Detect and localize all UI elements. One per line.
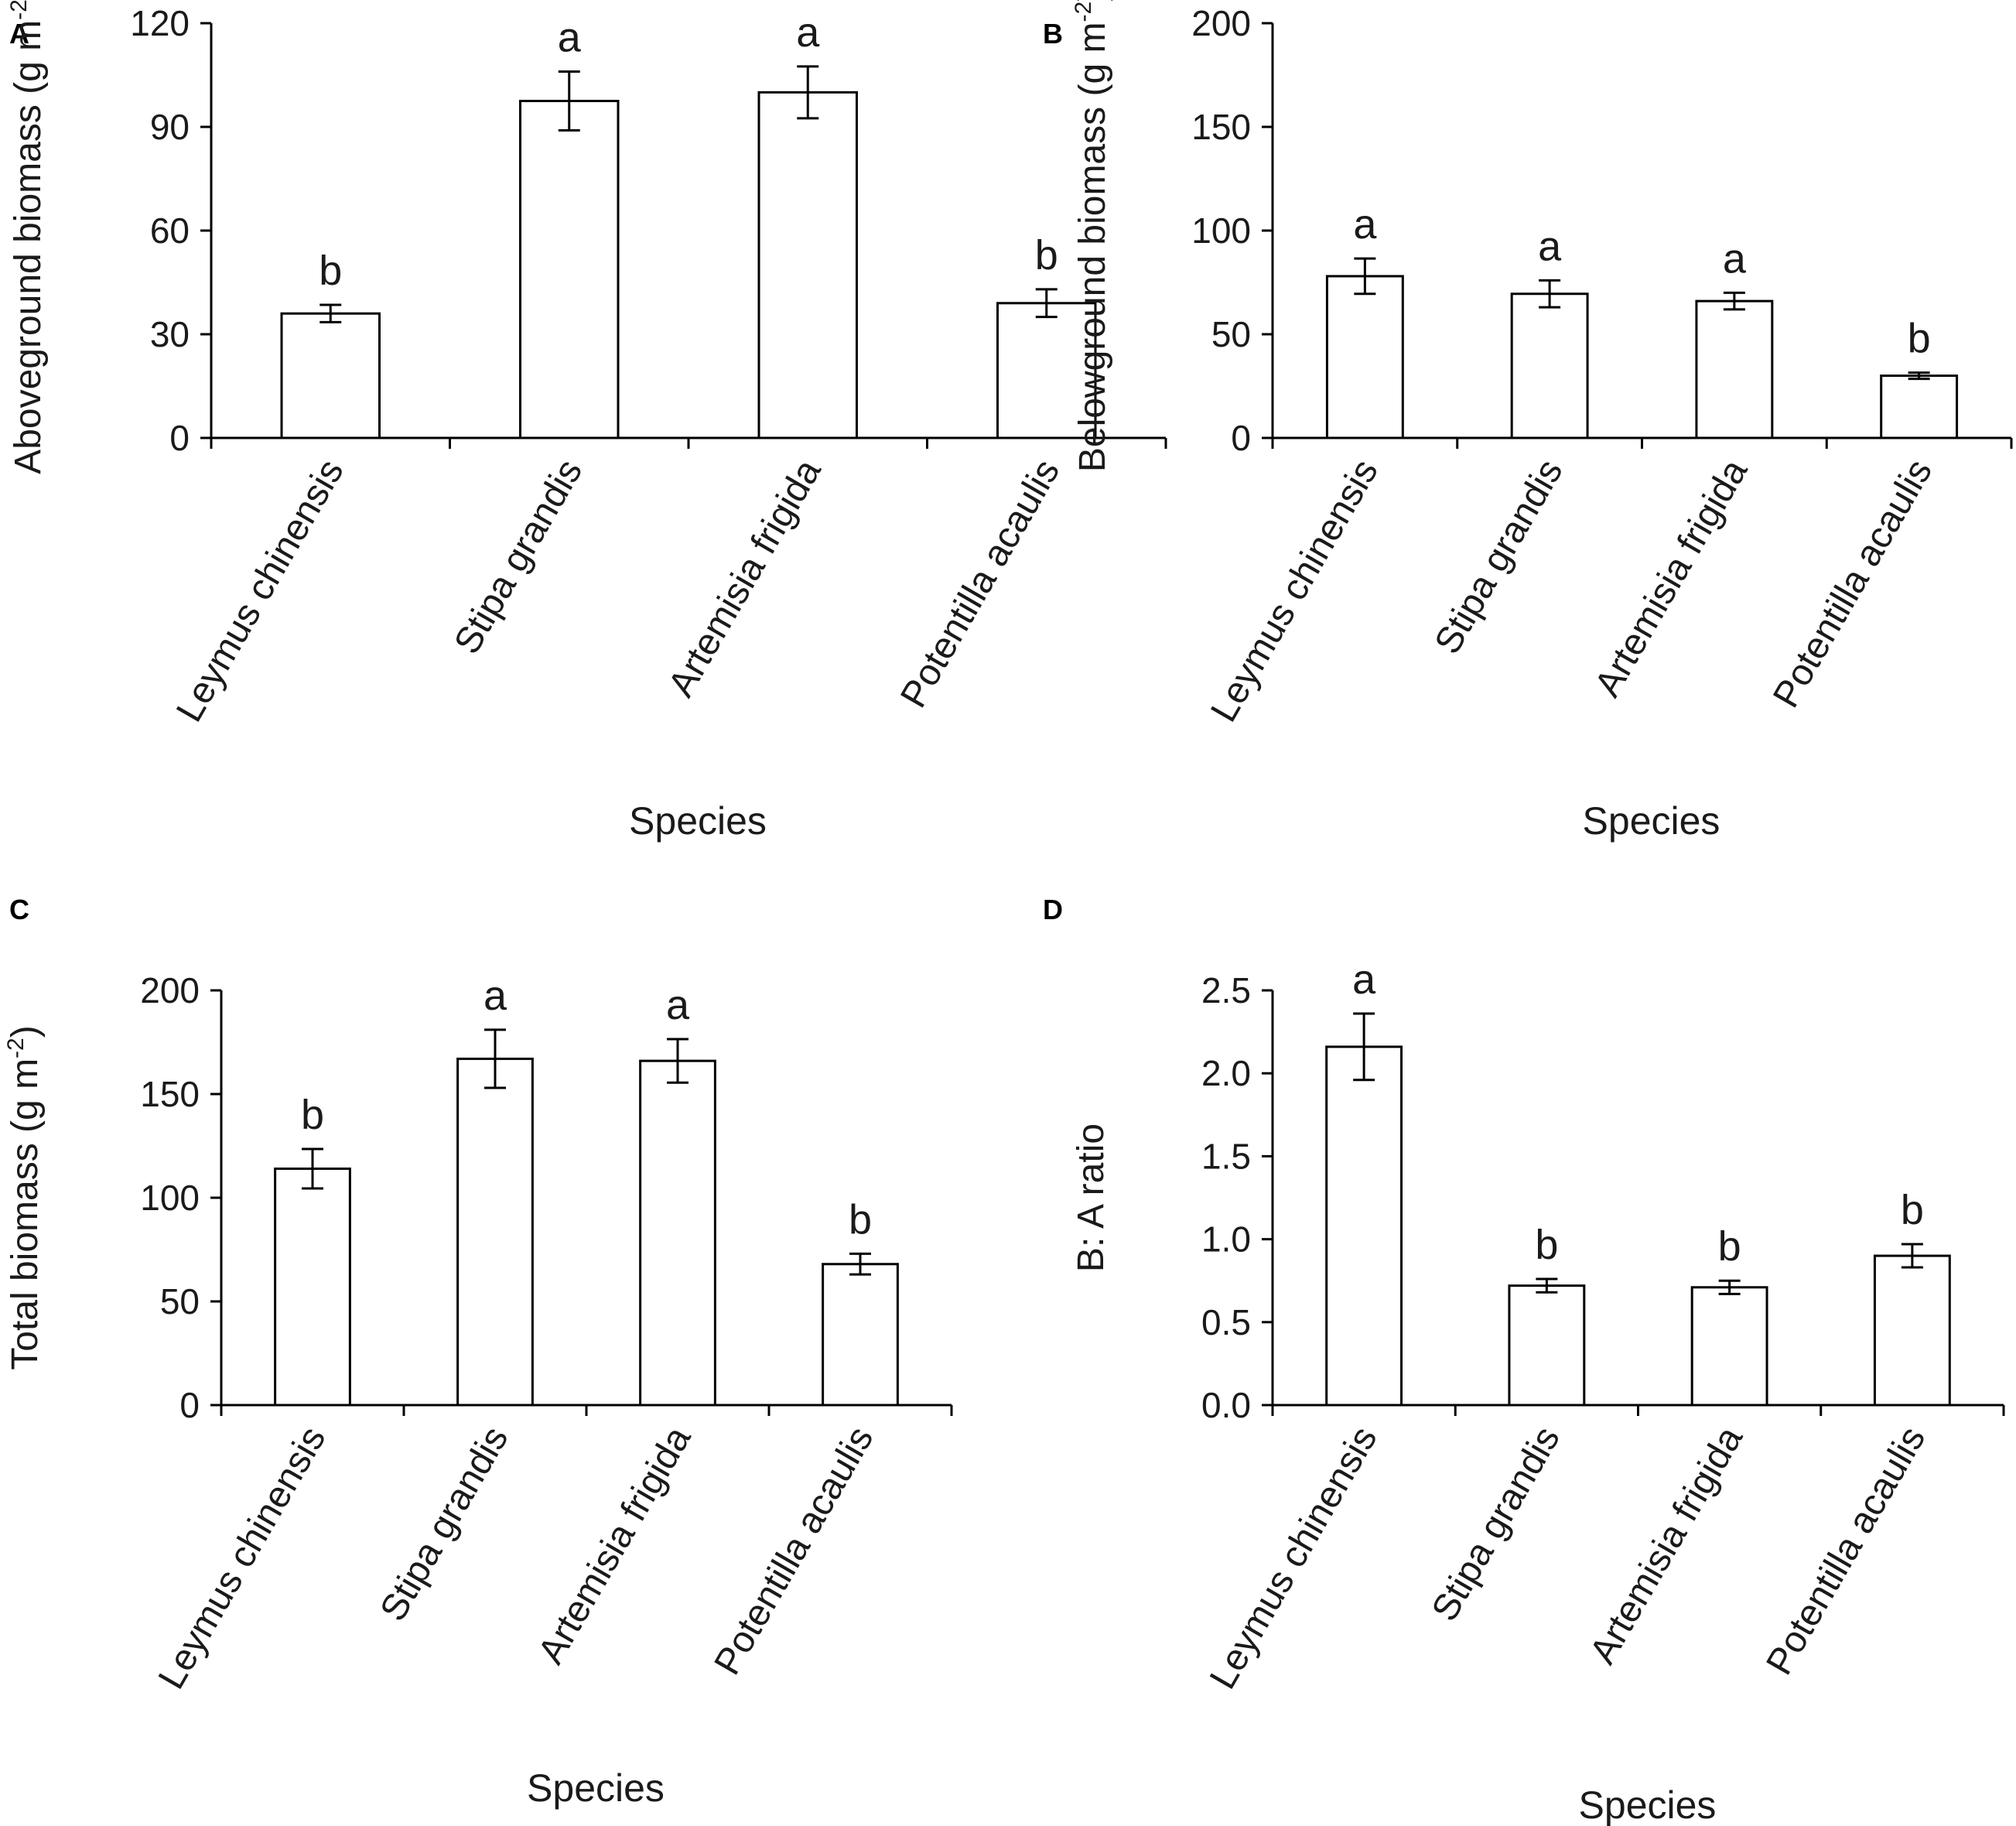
y-tick-label: 1.0 [1201, 1219, 1251, 1260]
chart-panel-b: B 0 50 100 150 200 a Leymus chinensis a Stipa gra… [1043, 0, 2013, 843]
x-tick-label: Potentilla acaulis [1765, 453, 1940, 714]
y-tick-label: 2.5 [1201, 970, 1251, 1010]
x-tick-label: Leymus chinensis [1202, 1420, 1386, 1696]
bar [1510, 292, 1589, 439]
bar [1325, 275, 1404, 439]
chart-panel-d: D 0.0 0.5 1.0 1.5 2.0 2.5 a Leymus chinensis b Sti… [1043, 894, 2005, 1826]
bar [280, 312, 381, 439]
y-tick-label: 0.5 [1201, 1302, 1251, 1342]
y-tick-label: 200 [1191, 3, 1251, 43]
x-tick-label: Potentilla acaulis [707, 1420, 882, 1681]
bar [1880, 374, 1959, 439]
x-axis-title: Species [527, 1766, 665, 1810]
y-tick-label: 0 [169, 418, 190, 458]
x-tick-label: Stipa grandis [1427, 453, 1571, 661]
significance-letter: a [1352, 956, 1376, 1003]
significance-letter: a [796, 9, 820, 56]
x-tick-label: Artemisia frigida [1587, 453, 1755, 704]
x-axis-title: Species [629, 799, 767, 843]
x-tick-label: Potentilla acaulis [1758, 1420, 1933, 1681]
panel-letter: C [9, 894, 29, 925]
x-tick-label: Stipa grandis [446, 453, 590, 661]
bar [1508, 1284, 1586, 1407]
x-tick-label: Artemisia frigida [1582, 1420, 1751, 1671]
significance-letter: b [319, 248, 342, 294]
y-tick-label: 50 [160, 1281, 200, 1322]
bar [519, 100, 620, 439]
bar [1873, 1254, 1951, 1407]
y-tick-label: 2.0 [1201, 1053, 1251, 1093]
bar [274, 1167, 351, 1407]
y-axis-title: Aboveground biomass (g m-2) [6, 0, 49, 474]
significance-letter: a [666, 982, 690, 1028]
significance-letter: a [558, 15, 582, 61]
y-tick-label: 100 [1191, 210, 1251, 251]
bar [456, 1057, 534, 1407]
x-tick-label: Leymus chinensis [151, 1420, 334, 1696]
significance-letter: a [1538, 223, 1562, 269]
panel-letter: D [1043, 894, 1063, 925]
panel-letter: B [1043, 18, 1063, 50]
significance-letter: b [301, 1092, 324, 1138]
y-tick-label: 100 [140, 1178, 200, 1218]
significance-letter: b [1908, 316, 1931, 362]
y-tick-label: 50 [1211, 314, 1251, 354]
significance-letter: b [849, 1196, 872, 1243]
y-tick-label: 0 [179, 1385, 200, 1425]
bar [822, 1263, 899, 1407]
x-axis-title: Species [1579, 1783, 1717, 1826]
y-tick-label: 60 [150, 210, 190, 251]
y-tick-label: 30 [150, 314, 190, 354]
y-tick-label: 1.5 [1201, 1136, 1251, 1176]
y-tick-label: 150 [140, 1074, 200, 1114]
x-tick-label: Leymus chinensis [1203, 453, 1386, 729]
x-tick-label: Stipa grandis [373, 1420, 517, 1628]
y-tick-label: 200 [140, 970, 200, 1010]
bar [1325, 1045, 1403, 1407]
x-tick-label: Artemisia frigida [661, 453, 829, 704]
y-axis-title: Total biomass (g m-2) [3, 1025, 46, 1370]
x-tick-label: Stipa grandis [1424, 1420, 1568, 1628]
y-tick-label: 150 [1191, 107, 1251, 147]
bar [1690, 1286, 1768, 1407]
y-tick-label: 120 [130, 3, 190, 43]
significance-letter: b [1035, 232, 1058, 279]
y-tick-label: 0 [1231, 418, 1251, 458]
x-axis-title: Species [1583, 799, 1720, 843]
significance-letter: b [1718, 1223, 1741, 1270]
significance-letter: b [1535, 1222, 1558, 1268]
bar [757, 91, 858, 439]
significance-letter: b [1901, 1187, 1924, 1233]
y-axis-title: Belowground biomass (g m-2) [1071, 0, 1113, 472]
bar [1695, 299, 1774, 439]
x-tick-label: Potentilla acaulis [893, 453, 1068, 714]
y-tick-label: 0.0 [1201, 1385, 1251, 1425]
x-tick-label: Artemisia frigida [531, 1420, 699, 1671]
bar [996, 302, 1097, 439]
significance-letter: a [483, 973, 507, 1019]
x-tick-label: Leymus chinensis [169, 453, 352, 729]
y-tick-label: 90 [150, 107, 190, 147]
chart-panel-a: A 0 30 60 90 120 b Leymus chinensis a Stipa grand… [6, 0, 1167, 843]
panel-letter: A [9, 18, 29, 50]
significance-letter: a [1353, 201, 1377, 248]
chart-panel-c: C 0 50 100 150 200 b Leymus chinensis a Stipa gra… [3, 894, 953, 1810]
y-axis-title: B: A ratio [1071, 1123, 1112, 1272]
bar [639, 1059, 716, 1407]
significance-letter: a [1723, 235, 1747, 282]
